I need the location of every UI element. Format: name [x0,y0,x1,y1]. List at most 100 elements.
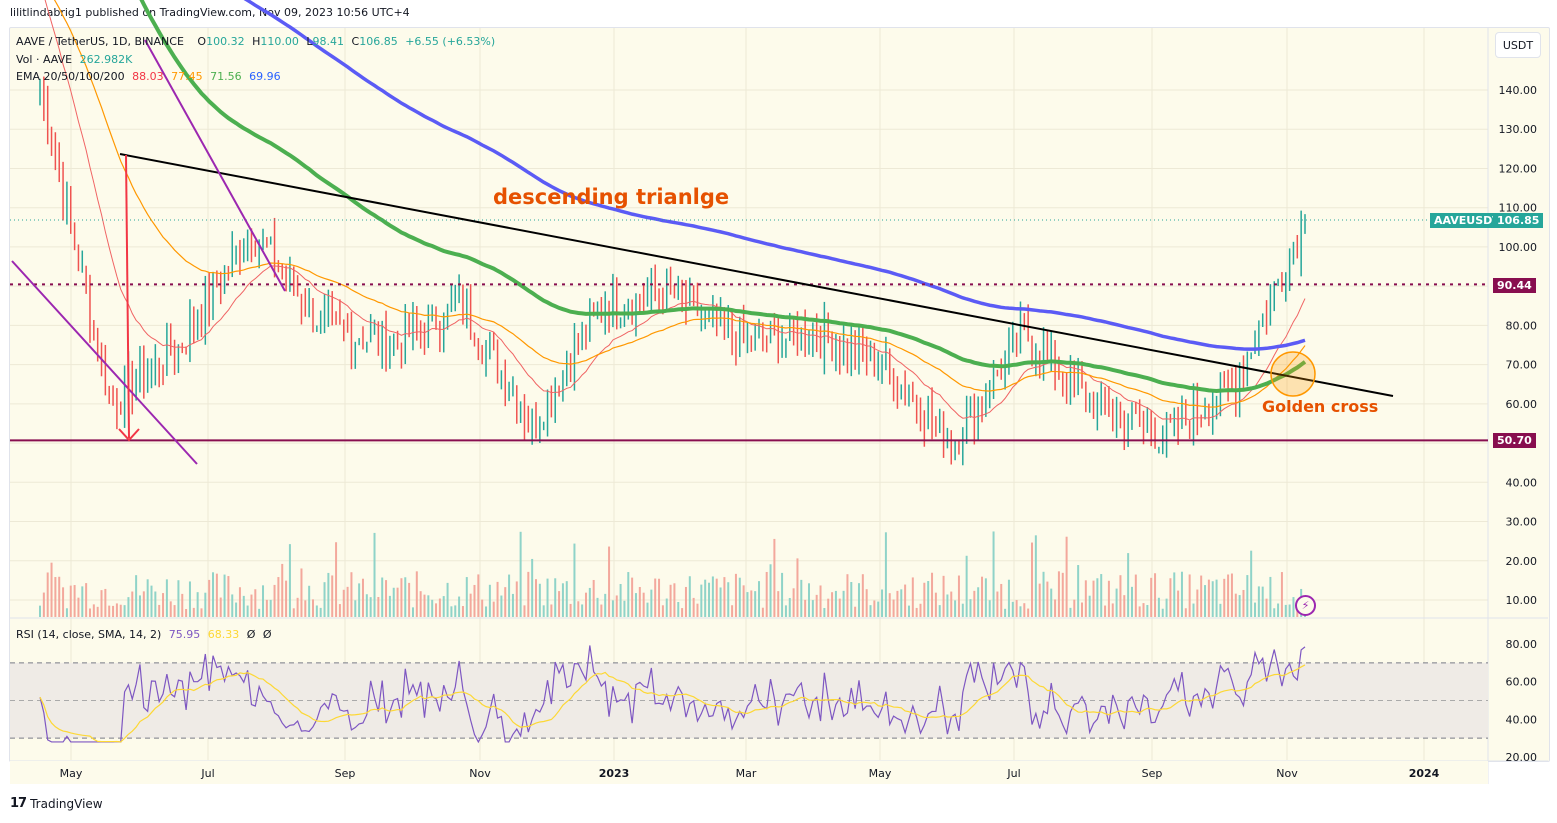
volume-bar [588,587,591,617]
volume-bar [338,604,341,617]
ema-label[interactable]: EMA 20/50/100/200 [16,70,125,83]
currency-button[interactable]: USDT [1495,32,1541,58]
volume-bar [954,600,957,617]
volume-bar [1134,574,1137,617]
high-value: 110.00 [260,35,299,48]
rsi-axis-label: 80.00 [1506,638,1538,651]
symbol-name[interactable]: AAVE / TetherUS, 1D, BINANCE [16,35,184,48]
volume-bar [1238,595,1241,617]
rsi-label[interactable]: RSI (14, close, SMA, 14, 2) [16,628,162,641]
volume-bar [642,592,645,617]
time-axis-label: Nov [1276,767,1298,780]
volume-bar [1057,571,1060,617]
chart-frame[interactable] [9,27,1550,762]
volume-bar [1161,608,1164,617]
volume-bar [208,579,211,617]
volume-bar [85,583,88,617]
volume-bar [1023,603,1026,617]
pattern-annotation[interactable]: descending trianlge [493,185,730,209]
volume-bar [488,584,491,617]
volume-bar [1234,593,1237,617]
volume-bar [1069,607,1072,617]
rsi-axis-label: 60.00 [1506,676,1538,689]
time-axis-label: Jul [200,767,214,780]
volume-bar [734,573,737,617]
volume-bar [158,604,161,617]
volume-bar [535,579,538,617]
footer-brand[interactable]: 17 TradingView [10,796,103,811]
time-axis-label: Jul [1006,767,1020,780]
volume-bar [658,578,661,617]
volume-bar [561,583,564,617]
volume-bar [831,592,834,617]
volume-bar [404,577,407,617]
volume-bar [638,586,641,617]
volume-bar [938,605,941,617]
time-axis-label: Sep [335,767,356,780]
volume-label[interactable]: Vol · AAVE [16,53,73,66]
volume-bar [761,607,764,617]
volume-bar [423,594,426,617]
volume-bar [1038,583,1041,617]
volume-bar [277,577,280,617]
volume-bar [511,593,514,617]
volume-bar [646,602,649,617]
volume-bar [1257,586,1260,617]
volume-bar [984,578,987,617]
volume-bar [365,594,368,617]
volume-bar [634,593,637,617]
volume-bar [527,571,530,617]
volume-bar [1011,601,1014,617]
volume-bar [377,597,380,617]
rsi-extra-1: Ø [246,628,256,641]
volume-bar [758,581,761,617]
volume-bar [1254,602,1257,617]
volume-bar [688,576,691,617]
volume-bar [769,564,772,617]
rsi-value: 75.95 [168,628,201,641]
golden-cross-annotation[interactable]: Golden cross [1262,397,1379,416]
time-axis-label: May [869,767,892,780]
volume-bar [96,606,99,617]
volume-bar [1138,606,1141,617]
volume-bar [104,588,107,617]
volume-bar [558,591,561,617]
volume-bar [715,578,718,617]
volume-bar [846,574,849,617]
volume-bar [881,589,884,617]
volume-bar [1269,576,1272,617]
volume-bar [192,607,195,617]
volume-bar [450,606,453,617]
volume-bar [865,589,868,617]
volume-bar [631,577,634,617]
golden-cross-circle [1270,351,1316,397]
volume-bar [281,563,284,617]
volume-bar [415,571,418,617]
volume-bar [1088,595,1091,617]
volume-bar [288,544,291,617]
volume-bar [1092,580,1095,617]
volume-bar [465,577,468,617]
volume-bar [877,601,880,617]
volume-bar [1054,599,1057,617]
volume-bar [704,579,707,617]
volume-bar [1019,606,1022,617]
volume-bar [400,578,403,617]
tradingview-logo-icon: 17 [10,796,27,811]
volume-bar [542,605,545,617]
volume-bar [500,595,503,617]
price-axis-label: 40.00 [1506,476,1538,489]
volume-bar [619,584,622,617]
volume-bar [504,587,507,617]
volume-bar [788,597,791,617]
volume-bar [569,603,572,617]
volume-bar [1104,605,1107,617]
lightning-icon[interactable]: ⚡ [1295,595,1316,616]
volume-bar [1277,603,1280,617]
rsi-axis-label: 20.00 [1506,751,1538,764]
volume-bar [1034,535,1037,617]
volume-bar [138,595,141,617]
volume-bar [81,586,84,617]
volume-bar [915,607,918,617]
